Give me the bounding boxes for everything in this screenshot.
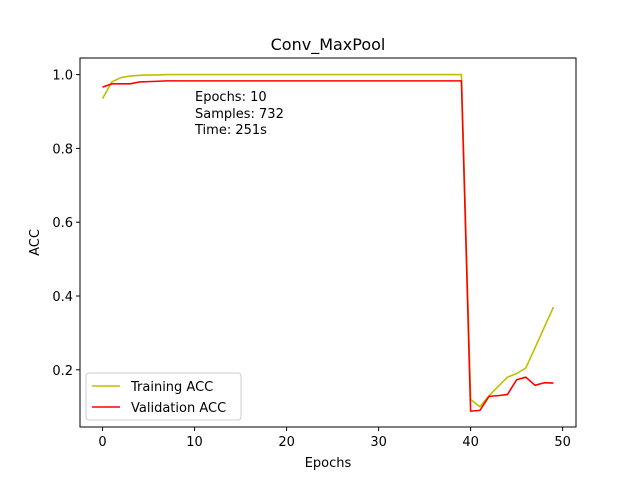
series-line-training-acc: [101, 73, 555, 408]
annotation-time: Time: 251s: [194, 123, 267, 138]
y-tick-label: 0.2: [52, 364, 73, 379]
series-line-validation-acc: [102, 80, 554, 412]
x-tick-label: 10: [186, 435, 203, 450]
y-axis-ticks: 0.2 0.4 0.6 0.8 1.0: [52, 69, 80, 379]
x-axis-ticks: 0 10 20 30 40 50: [98, 427, 571, 450]
y-tick-label: 0.4: [52, 290, 73, 305]
x-axis-label: Epochs: [305, 456, 352, 471]
annotation-samples: Samples: 732: [195, 107, 284, 122]
y-tick-label: 0.8: [52, 142, 73, 157]
x-tick-label: 40: [462, 435, 479, 450]
x-tick-label: 0: [98, 435, 106, 450]
legend-label-validation: Validation ACC: [131, 401, 226, 416]
y-tick-label: 1.0: [52, 69, 73, 84]
legend-label-training: Training ACC: [130, 380, 213, 395]
plot-frame: [79, 57, 577, 428]
plot-lines: [101, 73, 555, 412]
y-tick-label: 0.6: [52, 216, 73, 231]
legend-frame: [85, 372, 242, 421]
legend: Training ACC Validation ACC: [85, 372, 242, 421]
x-tick-label: 30: [370, 435, 387, 450]
x-tick-label: 20: [278, 435, 295, 450]
y-axis-label: ACC: [28, 229, 43, 256]
annotation-epochs: Epochs: 10: [195, 90, 267, 105]
chart-title: Conv_MaxPool: [271, 35, 386, 55]
annotation-box: Epochs: 10 Samples: 732 Time: 251s: [194, 90, 284, 138]
x-tick-label: 50: [554, 435, 571, 450]
